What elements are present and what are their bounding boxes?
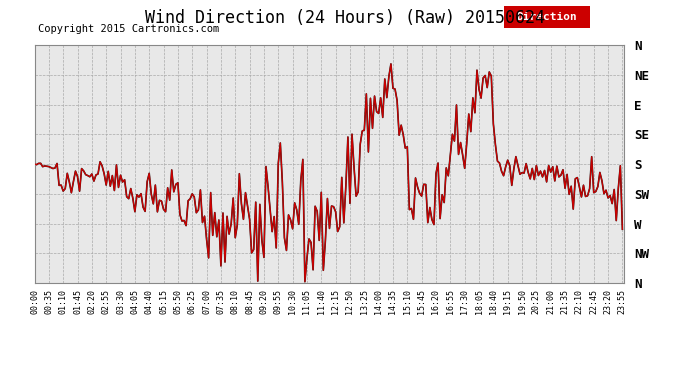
Text: Wind Direction (24 Hours) (Raw) 20150624: Wind Direction (24 Hours) (Raw) 20150624 <box>145 9 545 27</box>
Text: Direction: Direction <box>516 12 578 22</box>
Text: Copyright 2015 Cartronics.com: Copyright 2015 Cartronics.com <box>38 24 219 34</box>
